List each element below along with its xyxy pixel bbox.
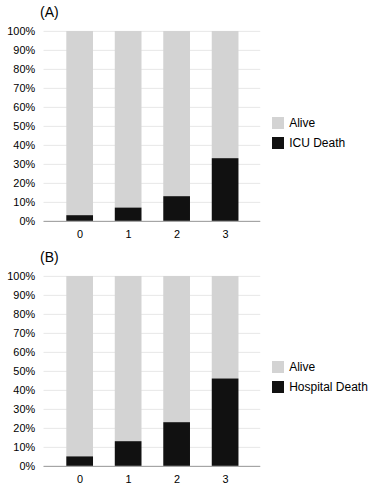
svg-text:50%: 50% xyxy=(13,364,35,376)
svg-text:50%: 50% xyxy=(13,120,35,132)
svg-text:40%: 40% xyxy=(13,383,35,395)
html-text:ICU Death: ICU Death xyxy=(289,135,346,150)
html-text:Alive: Alive xyxy=(289,360,316,375)
svg-text:90%: 90% xyxy=(13,288,35,300)
html-text:(A): (A) xyxy=(40,4,59,20)
svg-text:80%: 80% xyxy=(13,63,35,75)
svg-text:30%: 30% xyxy=(13,402,35,414)
svg-text:80%: 80% xyxy=(13,307,35,319)
svg-text:60%: 60% xyxy=(13,101,35,113)
svg-text:1: 1 xyxy=(126,228,132,240)
html-text:(B): (B) xyxy=(40,248,59,265)
svg-text:2: 2 xyxy=(174,228,180,240)
svg-text:70%: 70% xyxy=(13,82,35,94)
html-text:Hospital Death: Hospital Death xyxy=(289,380,368,395)
svg-text:3: 3 xyxy=(223,473,229,485)
svg-text:0: 0 xyxy=(77,228,83,240)
svg-text:90%: 90% xyxy=(13,44,35,56)
svg-text:0: 0 xyxy=(77,473,83,485)
svg-text:10%: 10% xyxy=(13,440,35,452)
svg-text:100%: 100% xyxy=(7,25,35,37)
svg-text:40%: 40% xyxy=(13,139,35,151)
html-text:Alive: Alive xyxy=(289,115,316,130)
svg-text:10%: 10% xyxy=(13,196,35,208)
svg-text:70%: 70% xyxy=(13,326,35,338)
svg-text:20%: 20% xyxy=(13,177,35,189)
svg-text:20%: 20% xyxy=(13,421,35,433)
svg-text:0%: 0% xyxy=(19,215,35,227)
svg-text:60%: 60% xyxy=(13,345,35,357)
svg-text:1: 1 xyxy=(126,473,132,485)
svg-text:3: 3 xyxy=(223,228,229,240)
svg-text:0%: 0% xyxy=(19,459,35,471)
svg-text:2: 2 xyxy=(174,473,180,485)
svg-text:30%: 30% xyxy=(13,158,35,170)
svg-text:100%: 100% xyxy=(7,269,35,281)
